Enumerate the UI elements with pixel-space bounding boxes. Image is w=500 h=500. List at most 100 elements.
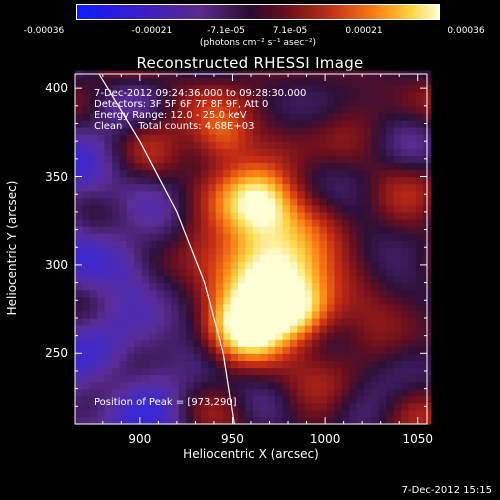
heatmap-cell bbox=[119, 374, 128, 383]
heatmap-cell bbox=[201, 162, 209, 171]
heatmap-cell bbox=[238, 183, 246, 192]
heatmap-cell bbox=[163, 91, 172, 100]
heatmap-cell bbox=[112, 134, 121, 142]
heatmap-cell bbox=[386, 134, 395, 142]
heatmap-cell bbox=[252, 176, 261, 185]
heatmap-cell bbox=[134, 218, 143, 227]
heatmap-cell bbox=[230, 226, 239, 234]
heatmap-cell bbox=[289, 84, 298, 93]
heatmap-cell bbox=[171, 162, 180, 171]
heatmap-cell bbox=[319, 211, 328, 220]
heatmap-cell bbox=[304, 360, 313, 369]
heatmap-cell bbox=[275, 162, 284, 171]
heatmap-cell bbox=[386, 254, 395, 262]
heatmap-cell bbox=[208, 332, 217, 340]
heatmap-cell bbox=[408, 169, 417, 178]
heatmap-cell bbox=[341, 261, 350, 270]
heatmap-cell bbox=[186, 120, 195, 128]
heatmap-cell bbox=[149, 310, 158, 319]
heatmap-cell bbox=[171, 402, 180, 411]
heatmap-cell bbox=[178, 296, 187, 305]
heatmap-cell bbox=[75, 204, 83, 213]
heatmap-cell bbox=[215, 134, 224, 142]
heatmap-cell bbox=[171, 409, 180, 418]
heatmap-cell bbox=[149, 233, 158, 241]
heatmap-cell bbox=[163, 310, 172, 319]
heatmap-cell bbox=[75, 120, 83, 128]
heatmap-cell bbox=[104, 112, 113, 121]
heatmap-cell bbox=[245, 409, 254, 418]
heatmap-cell bbox=[186, 325, 195, 333]
heatmap-cell bbox=[297, 148, 306, 156]
heatmap-cell bbox=[304, 374, 313, 383]
heatmap-cell bbox=[208, 289, 217, 298]
heatmap-cell bbox=[245, 339, 254, 347]
heatmap-cell bbox=[119, 240, 128, 248]
heatmap-cell bbox=[238, 84, 246, 93]
heatmap-cell bbox=[238, 162, 246, 171]
heatmap-cell bbox=[364, 77, 372, 86]
heatmap-cell bbox=[415, 346, 424, 354]
heatmap-cell bbox=[104, 134, 113, 142]
heatmap-cell bbox=[282, 409, 291, 418]
heatmap-cell bbox=[75, 325, 83, 333]
heatmap-cell bbox=[408, 367, 417, 376]
heatmap-cell bbox=[89, 240, 98, 248]
heatmap-cell bbox=[75, 155, 83, 163]
heatmap-cell bbox=[275, 395, 284, 404]
heatmap-cell bbox=[171, 317, 180, 326]
heatmap-cell bbox=[149, 332, 158, 340]
heatmap-cell bbox=[289, 218, 298, 227]
heatmap-cell bbox=[349, 176, 358, 185]
heatmap-cell bbox=[201, 282, 209, 291]
heatmap-cell bbox=[282, 240, 291, 248]
heatmap-cell bbox=[356, 183, 365, 192]
heatmap-cell bbox=[75, 409, 83, 418]
heatmap-cell bbox=[171, 381, 180, 390]
heatmap-cell bbox=[304, 112, 313, 121]
heatmap-cell bbox=[275, 254, 284, 262]
heatmap-cell bbox=[289, 367, 298, 376]
heatmap-cell bbox=[275, 226, 284, 234]
heatmap-cell bbox=[334, 190, 343, 199]
heatmap-cell bbox=[119, 112, 128, 121]
heatmap-cell bbox=[378, 77, 387, 86]
heatmap-cell bbox=[119, 155, 128, 163]
heatmap-cell bbox=[201, 233, 209, 241]
heatmap-cell bbox=[252, 105, 261, 114]
heatmap-cell bbox=[230, 346, 239, 354]
heatmap-cell bbox=[238, 240, 246, 248]
heatmap-cell bbox=[230, 409, 239, 418]
heatmap-cell bbox=[334, 148, 343, 156]
heatmap-cell bbox=[319, 353, 328, 361]
heatmap-cell bbox=[163, 197, 172, 206]
heatmap-cell bbox=[134, 381, 143, 390]
heatmap-cell bbox=[289, 339, 298, 347]
heatmap-cell bbox=[215, 339, 224, 347]
heatmap-cell bbox=[186, 282, 195, 291]
heatmap-cell bbox=[178, 169, 187, 178]
heatmap-cell bbox=[297, 268, 306, 277]
heatmap-cell bbox=[141, 353, 150, 361]
heatmap-cell bbox=[297, 275, 306, 284]
heatmap-cell bbox=[401, 84, 410, 93]
heatmap-cell bbox=[230, 197, 239, 206]
heatmap-cell bbox=[349, 303, 358, 312]
heatmap-cell bbox=[378, 218, 387, 227]
heatmap-cell bbox=[349, 190, 358, 199]
heatmap-cell bbox=[341, 346, 350, 354]
heatmap-cell bbox=[319, 98, 328, 107]
heatmap-cell bbox=[304, 409, 313, 418]
info-energy-range: Energy Range: 12.0 - 25.0 keV bbox=[94, 110, 247, 121]
heatmap-cell bbox=[238, 282, 246, 291]
y-tick-label: 350 bbox=[45, 169, 68, 184]
heatmap-cell bbox=[334, 120, 343, 128]
heatmap-cell bbox=[126, 218, 135, 227]
heatmap-cell bbox=[134, 289, 143, 298]
heatmap-cell bbox=[408, 325, 417, 333]
heatmap-cell bbox=[415, 388, 424, 397]
heatmap-cell bbox=[297, 226, 306, 234]
heatmap-cell bbox=[401, 254, 410, 262]
heatmap-cell bbox=[156, 409, 165, 418]
heatmap-cell bbox=[312, 77, 321, 86]
